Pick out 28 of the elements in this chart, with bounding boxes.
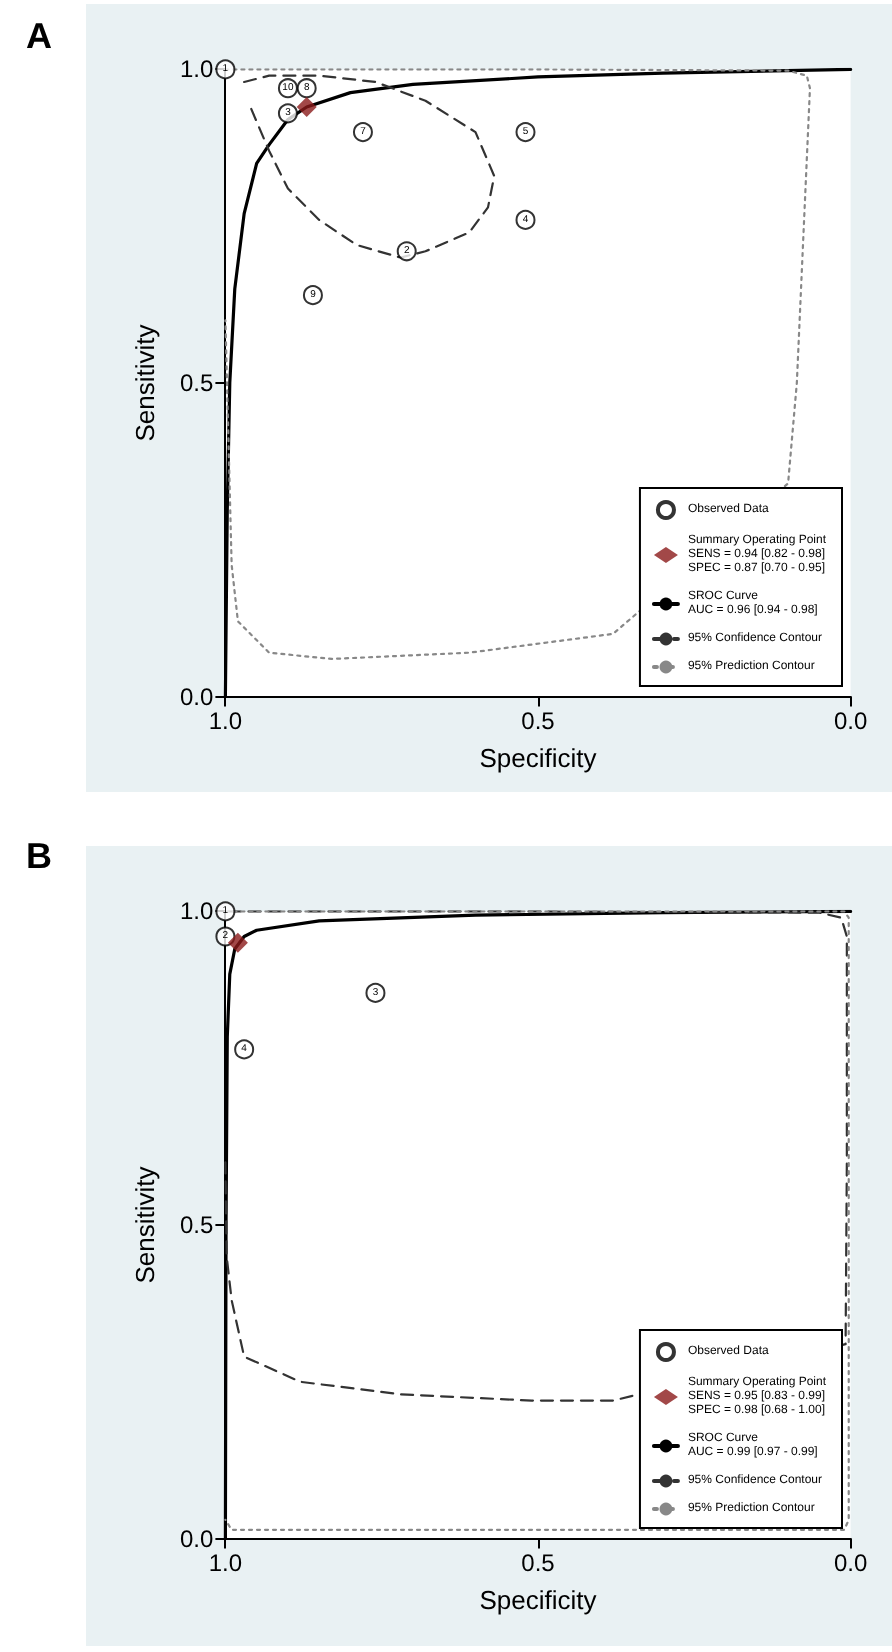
point	[227, 932, 248, 953]
point	[215, 901, 236, 922]
x-tick-label: 0.0	[833, 1548, 868, 1577]
y-axis-title: Sensitivity	[130, 323, 161, 442]
x-tick-label: 0.0	[833, 706, 868, 735]
y-tick-label: 0.0	[180, 1524, 215, 1553]
x-tick-label: 0.5	[521, 1548, 556, 1577]
point	[396, 241, 417, 262]
point	[296, 97, 317, 118]
x-tick-label: 0.5	[521, 706, 556, 735]
y-axis-title: Sensitivity	[130, 1165, 161, 1284]
x-axis-title: Specificity	[479, 742, 598, 773]
y-tick-label: 1.0	[180, 897, 215, 926]
x-tick-label: 1.0	[208, 1548, 243, 1577]
line-series	[243, 74, 496, 259]
y-tick-label: 0.5	[180, 369, 215, 397]
chart-title: B	[26, 836, 52, 876]
y-tick-label: 0.5	[180, 1211, 215, 1239]
y-tick-label: 0.0	[180, 682, 215, 711]
point	[277, 103, 298, 124]
x-axis-title: Specificity	[479, 1584, 598, 1615]
point	[234, 1039, 255, 1060]
point	[365, 982, 386, 1003]
point	[515, 122, 536, 143]
point	[215, 59, 236, 80]
y-tick-label: 1.0	[180, 55, 215, 84]
x-tick-label: 1.0	[208, 706, 243, 735]
chart-title: A	[26, 16, 52, 56]
